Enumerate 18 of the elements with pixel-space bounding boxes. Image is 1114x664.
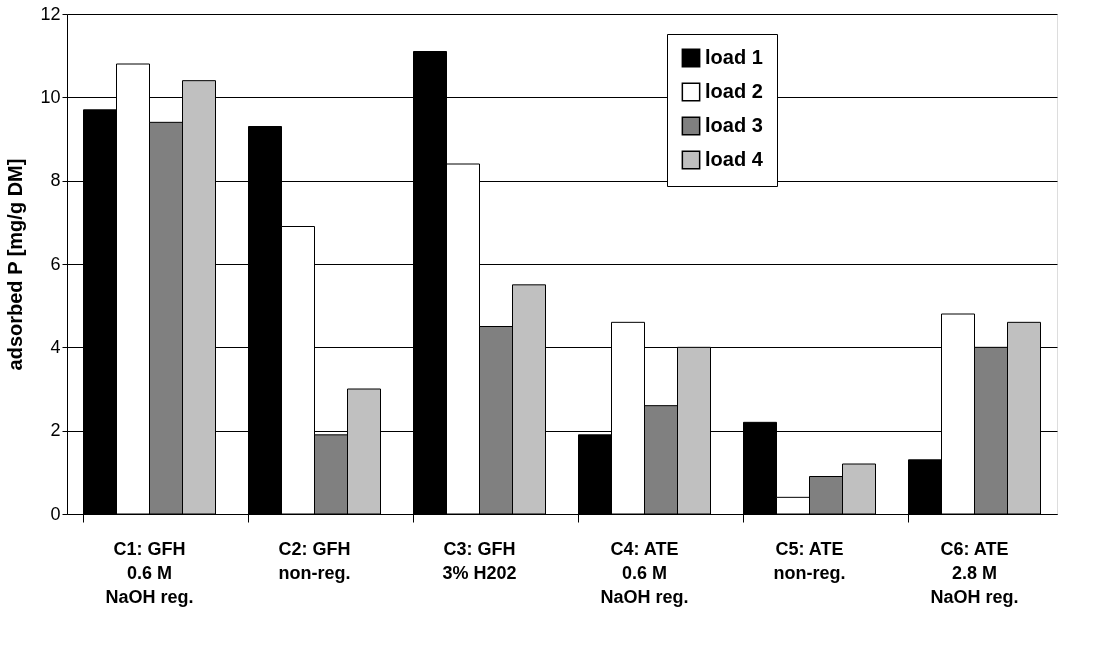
- x-tick-label: C4: ATE 0.6 M NaOH reg.: [600, 538, 689, 607]
- legend-label: load 3: [705, 114, 763, 136]
- x-tick-label: C5: ATE non-reg.: [773, 538, 846, 583]
- y-tick-label: 8: [50, 170, 61, 191]
- legend-label: load 2: [705, 80, 763, 102]
- x-tick-label: C1: GFH 0.6 M NaOH reg.: [105, 538, 194, 607]
- y-tick-label: 4: [50, 336, 61, 357]
- y-tick-label: 0: [50, 503, 61, 524]
- legend-label: load 4: [705, 148, 764, 170]
- y-tick-label: 2: [50, 420, 61, 441]
- x-tick-label: C6: ATE 2.8 M NaOH reg.: [930, 538, 1019, 607]
- y-tick-label: 12: [40, 3, 61, 24]
- y-tick-label: 10: [40, 86, 61, 107]
- legend-label: load 1: [705, 46, 763, 68]
- y-axis-title: adsorbed P [mg/g DM]: [4, 158, 27, 371]
- y-tick-label: 6: [50, 253, 61, 274]
- x-tick-label: C3: GFH 3% H202: [442, 538, 517, 583]
- x-tick-label: C2: GFH non-reg.: [278, 538, 351, 583]
